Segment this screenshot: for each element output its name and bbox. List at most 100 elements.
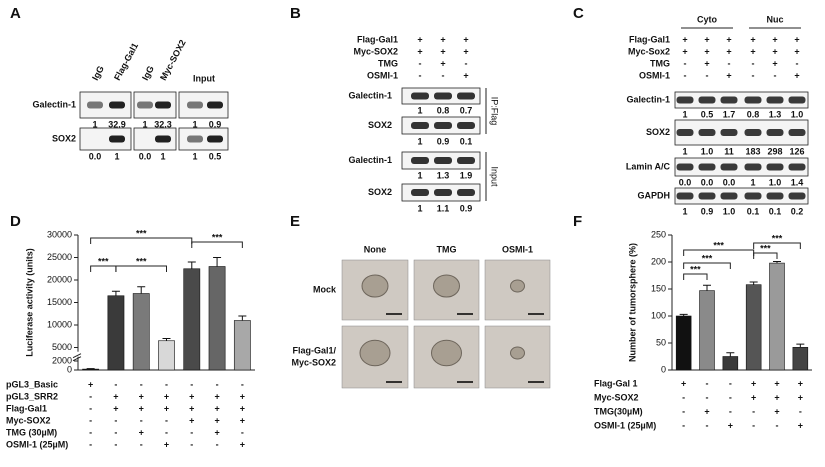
condition-sign: + [798,392,803,402]
blot-band [109,101,125,109]
blot-label: SOX2 [368,120,392,130]
blot-label: SOX2 [52,133,76,143]
bar [769,262,785,371]
condition-sign: + [214,427,219,437]
condition-sign: + [794,34,799,44]
error-bar [796,343,805,348]
significance-bracket [683,273,708,280]
condition-sign: + [113,403,118,413]
significance-label: *** [136,228,147,238]
y-tick-label: 250 [651,229,666,239]
significance-label: *** [760,243,771,253]
condition-sign: + [139,391,144,401]
condition-sign: - [89,403,92,413]
condition-sign: - [165,415,168,425]
y-axis-label: Luciferase activity (units) [24,248,34,357]
condition-sign: - [465,58,468,68]
y-tick-label: 30000 [47,229,72,239]
significance-label: *** [136,256,147,266]
quant-value: 0.0 [89,151,102,161]
condition-sign: - [776,420,779,430]
condition-label: TMG(30µM) [594,406,643,416]
blot-frame [674,187,809,205]
error-bar [679,313,688,316]
condition-sign: + [774,392,779,402]
quant-value: 1 [417,203,422,213]
condition-sign: + [214,403,219,413]
blot-frame [79,127,132,151]
blot-band [698,192,716,200]
condition-sign: - [114,379,117,389]
error-bar [111,290,120,296]
condition-sign: - [165,379,168,389]
condition-sign: + [704,406,709,416]
condition-label: OSMI-1 [639,70,670,80]
blot-band [155,135,171,143]
significance-bracket [753,252,778,259]
quant-value: 32.3 [154,119,172,129]
condition-sign: + [772,46,777,56]
column-label: None [364,244,387,254]
condition-sign: + [214,415,219,425]
quant-value: 1 [92,119,97,129]
fraction-label: Cyto [697,14,718,24]
blot-band [720,129,738,136]
quant-value: 0.8 [437,105,450,115]
condition-sign: + [463,46,468,56]
quant-value: 0.2 [791,206,804,216]
blot-band [87,101,103,109]
condition-label: OSMI-1 (25µM) [594,420,656,430]
blot-band [457,122,475,129]
condition-sign: - [706,378,709,388]
condition-sign: + [164,439,169,449]
quant-value: 298 [767,146,782,156]
quant-value: 0.9 [701,206,714,216]
condition-sign: - [684,70,687,80]
bar [233,320,251,371]
condition-sign: - [752,420,755,430]
quant-value: 0.0 [701,177,714,187]
condition-sign: + [189,391,194,401]
quant-value: 0.7 [460,105,473,115]
condition-sign: - [419,58,422,68]
quant-value: 1.0 [791,109,804,119]
lane-label: IgG [140,64,156,82]
column-label: OSMI-1 [502,244,533,254]
error-bar [726,352,735,357]
condition-sign: - [682,392,685,402]
y-tick-label: 200 [651,256,666,266]
blot-band [411,92,429,100]
condition-sign: - [190,379,193,389]
axis-break-mark [72,356,82,362]
quant-value: 1 [682,146,687,156]
error-bar [162,338,171,341]
quant-value: 0.5 [209,151,222,161]
blot-band [155,101,171,109]
condition-sign: - [114,415,117,425]
blot-band [744,192,762,200]
condition-sign: + [728,420,733,430]
blot-band [698,96,716,104]
quant-value: 1 [114,151,119,161]
blot-band [411,157,429,164]
condition-sign: - [682,420,685,430]
condition-sign: + [726,70,731,80]
condition-sign: + [240,439,245,449]
bar [158,340,175,371]
condition-sign: - [89,415,92,425]
quant-value: 1 [750,177,755,187]
error-bar [213,257,222,267]
condition-sign: + [240,391,245,401]
significance-bracket [753,242,801,249]
y-tick-label: 0 [661,364,666,374]
row-label: Mock [313,284,337,294]
condition-sign: - [190,439,193,449]
condition-sign: + [682,34,687,44]
condition-sign: + [463,34,468,44]
blot-frame [178,127,229,151]
condition-sign: - [442,70,445,80]
blot-label: Lamin A/C [626,161,671,171]
significance-label: *** [772,233,783,243]
condition-sign: - [190,427,193,437]
condition-sign: + [139,403,144,413]
